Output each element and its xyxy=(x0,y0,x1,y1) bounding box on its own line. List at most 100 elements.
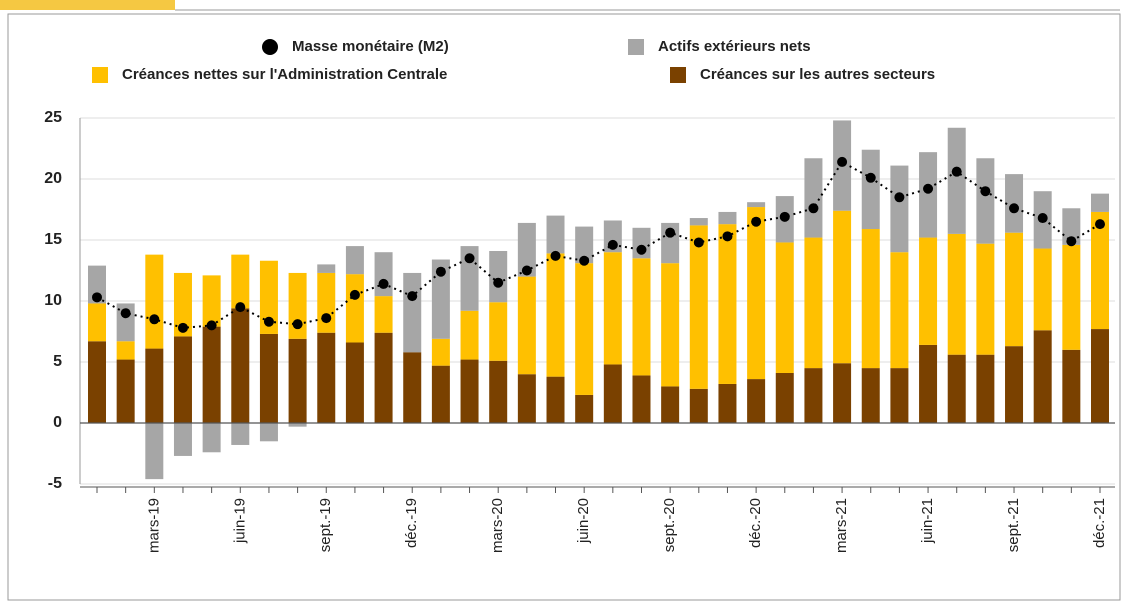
bar xyxy=(231,308,250,423)
point xyxy=(292,319,303,330)
line xyxy=(96,160,1101,329)
point xyxy=(407,291,418,302)
point xyxy=(693,237,704,248)
bar xyxy=(1091,193,1109,212)
bar xyxy=(546,376,565,423)
legend-marker xyxy=(670,67,686,83)
bar xyxy=(517,374,536,423)
bar xyxy=(890,368,909,423)
bar xyxy=(632,375,651,423)
bar xyxy=(489,250,508,303)
bar xyxy=(1091,329,1109,423)
bar xyxy=(173,272,192,337)
bar xyxy=(833,210,852,364)
point xyxy=(206,320,217,331)
x-tick-label: sept.-19 xyxy=(317,498,334,552)
bar xyxy=(374,296,393,333)
x-tick-label: sept.-21 xyxy=(1005,498,1022,552)
bar xyxy=(374,332,393,423)
bar xyxy=(345,342,364,423)
point xyxy=(865,172,876,183)
point xyxy=(464,253,475,264)
bar xyxy=(689,388,708,423)
point xyxy=(149,314,160,325)
x-tick-label: juin-20 xyxy=(575,498,592,544)
bar xyxy=(689,225,708,389)
bar xyxy=(88,265,106,304)
point xyxy=(521,265,532,276)
legend-label: Actifs extérieurs nets xyxy=(658,38,811,55)
bar xyxy=(947,127,966,234)
point xyxy=(177,322,188,333)
bar xyxy=(517,222,536,277)
point xyxy=(493,277,504,288)
bar xyxy=(1033,330,1052,423)
bar xyxy=(976,354,995,423)
y-tick-label: 20 xyxy=(44,170,62,187)
bar xyxy=(403,352,422,423)
legend-label: Masse monétaire (M2) xyxy=(292,38,449,55)
x-tick-label: juin-19 xyxy=(231,498,248,544)
point xyxy=(1066,236,1077,247)
bar xyxy=(546,215,565,254)
bar xyxy=(976,243,995,355)
bar xyxy=(947,233,966,355)
bar xyxy=(259,423,278,442)
bar xyxy=(460,359,479,423)
bar xyxy=(919,237,938,345)
bar xyxy=(919,152,938,238)
point xyxy=(263,316,274,327)
bar xyxy=(689,218,708,226)
bar xyxy=(231,254,250,309)
point xyxy=(378,278,389,289)
bar xyxy=(718,383,737,423)
point xyxy=(607,239,618,250)
frame xyxy=(7,13,1121,601)
y-tick-label: 5 xyxy=(53,353,62,370)
header-tab xyxy=(0,0,175,10)
bar xyxy=(317,332,336,423)
bar xyxy=(259,260,278,334)
bar xyxy=(460,310,479,360)
legend-marker xyxy=(628,39,644,55)
bar xyxy=(145,348,164,423)
bar xyxy=(861,229,880,369)
point xyxy=(235,302,246,313)
point xyxy=(349,289,360,300)
point xyxy=(665,227,676,238)
point xyxy=(1009,203,1020,214)
point xyxy=(894,192,905,203)
bar xyxy=(775,372,794,423)
point xyxy=(550,250,561,261)
bar xyxy=(517,276,536,375)
bar xyxy=(575,226,594,264)
legend-label: Créances sur les autres secteurs xyxy=(700,66,935,83)
point xyxy=(722,231,733,242)
y-tick-label: 15 xyxy=(44,231,62,248)
point xyxy=(951,166,962,177)
bar xyxy=(1091,211,1109,330)
bar xyxy=(431,338,450,366)
x-tick-label: mars-20 xyxy=(489,498,506,553)
point xyxy=(636,244,647,255)
bar xyxy=(1005,346,1024,423)
x-tick-label: déc.-19 xyxy=(403,498,420,548)
bar xyxy=(1062,208,1081,245)
point xyxy=(321,313,332,324)
point xyxy=(923,183,934,194)
bar xyxy=(976,158,995,244)
x-tick-label: déc.-21 xyxy=(1091,498,1108,548)
bar xyxy=(661,386,680,423)
bar xyxy=(403,272,422,353)
bar xyxy=(374,252,393,297)
bar xyxy=(173,336,192,423)
bar xyxy=(88,341,106,423)
bar xyxy=(1062,349,1081,423)
bar xyxy=(804,368,823,423)
bar xyxy=(431,259,450,339)
bar xyxy=(804,158,823,238)
bar xyxy=(460,246,479,311)
bar xyxy=(431,365,450,423)
